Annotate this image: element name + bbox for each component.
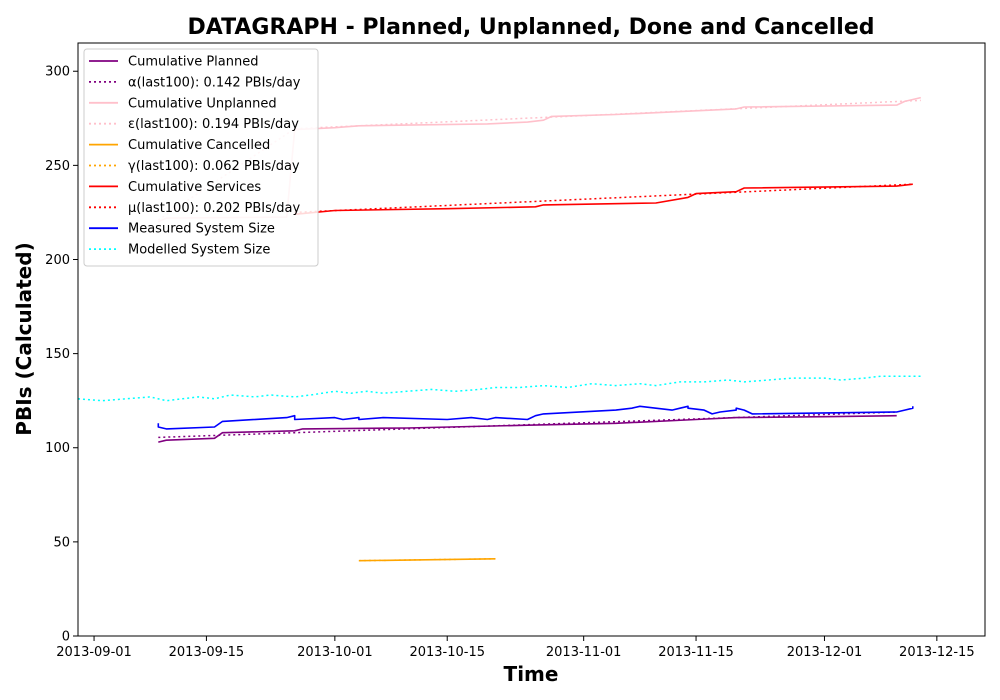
legend-entry: Cumulative Cancelled [128, 138, 270, 153]
legend-box [83, 48, 319, 267]
series-line-9 [157, 405, 914, 430]
legend: Cumulative Planned α(last100): 0.142 PBIs… [83, 48, 319, 267]
series-line-4 [157, 99, 921, 221]
series-layer [77, 96, 921, 562]
legend-entry: Modelled System Size [128, 243, 270, 258]
legend-entry: α(last100): 0.142 PBIs/day [128, 75, 301, 90]
chart-title: DATAGRAPH - Planned, Unplanned, Done and… [187, 15, 874, 40]
series-line-10 [77, 375, 921, 402]
y-tick-label: 100 [45, 441, 70, 456]
x-tick-label: 2013-11-01 [546, 645, 622, 660]
legend-entry: ε(last100): 0.194 PBIs/day [128, 117, 299, 132]
y-tick-label: 50 [53, 535, 70, 550]
x-tick-label: 2013-10-15 [409, 645, 485, 660]
x-tick-label: 2013-12-01 [787, 645, 863, 660]
legend-entry: Measured System Size [128, 222, 275, 237]
series-line-8 [294, 183, 913, 214]
y-tick-label: 150 [45, 347, 70, 362]
legend-entry: γ(last100): 0.062 PBIs/day [128, 159, 300, 174]
series-line-7 [294, 183, 913, 216]
x-tick-label: 2013-09-01 [56, 645, 132, 660]
x-tick-label: 2013-09-15 [169, 645, 245, 660]
series-line-5 [358, 558, 496, 562]
series-line-1 [158, 414, 897, 443]
y-axis-label: PBIs (Calculated) [12, 242, 36, 435]
x-tick-label: 2013-10-01 [297, 645, 373, 660]
y-tick-label: 0 [62, 630, 70, 645]
plot-frame [77, 42, 986, 637]
x-tick-label: 2013-11-15 [658, 645, 734, 660]
legend-entry: μ(last100): 0.202 PBIs/day [128, 201, 300, 216]
x-tick-label: 2013-12-15 [899, 645, 975, 660]
legend-entry: Cumulative Planned [128, 55, 258, 70]
y-tick-label: 300 [45, 65, 70, 80]
y-tick-label: 250 [45, 159, 70, 174]
series-line-2 [158, 411, 897, 439]
axis-layer: 0 50 100 150 200 250 300 2013-09-01 2013-09-15 20… [45, 65, 974, 660]
y-tick-label: 200 [45, 253, 70, 268]
x-axis-label: Time [504, 662, 559, 686]
legend-entry: Cumulative Unplanned [128, 96, 277, 111]
legend-entry: Cumulative Services [128, 180, 261, 195]
